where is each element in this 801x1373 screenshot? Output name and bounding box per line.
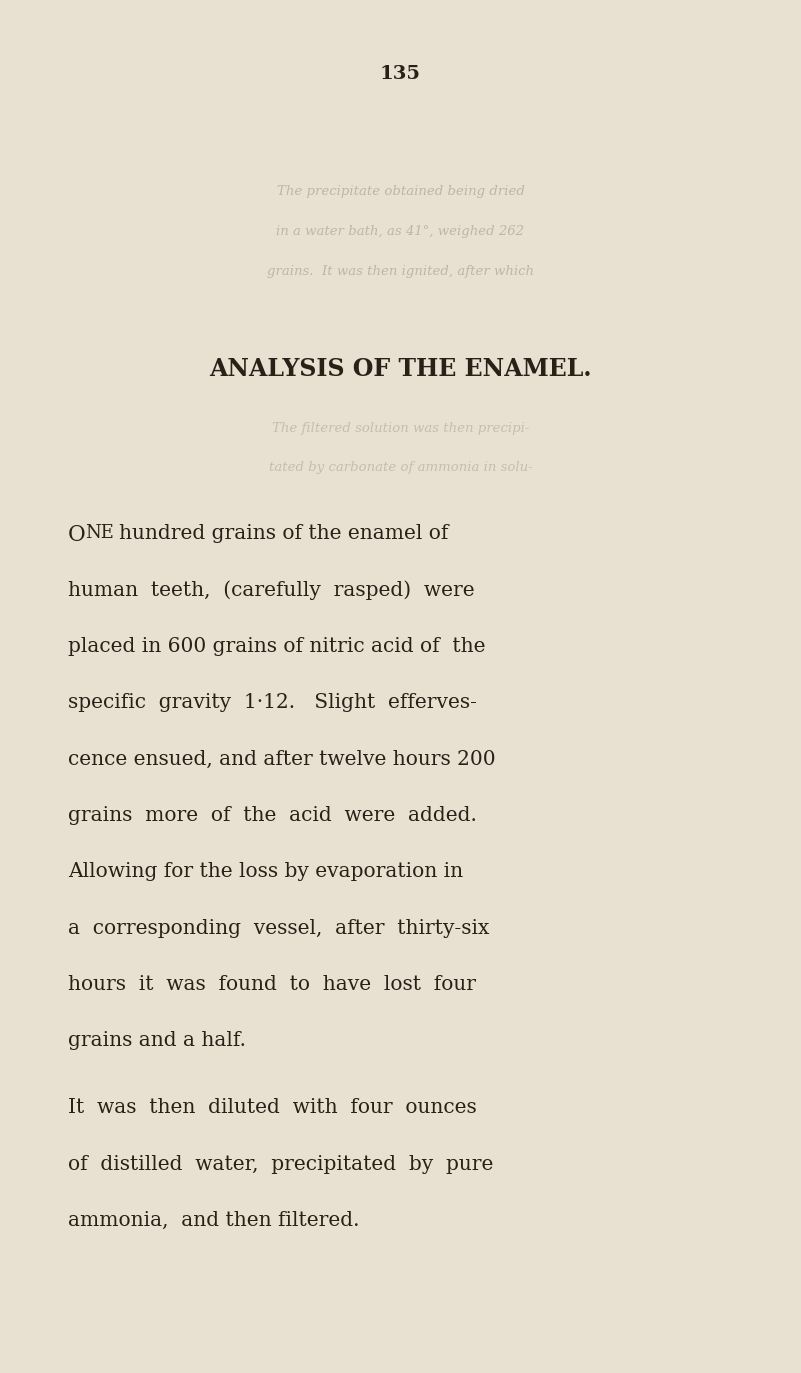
Text: tated by carbonate of ammonia in solu-: tated by carbonate of ammonia in solu-: [268, 461, 533, 474]
Text: of  distilled  water,  precipitated  by  pure: of distilled water, precipitated by pure: [68, 1155, 493, 1174]
Text: It  was  then  diluted  with  four  ounces: It was then diluted with four ounces: [68, 1098, 477, 1118]
Text: 135: 135: [380, 65, 421, 82]
Text: grains  more  of  the  acid  were  added.: grains more of the acid were added.: [68, 806, 477, 825]
Text: hundred grains of the enamel of: hundred grains of the enamel of: [119, 524, 448, 544]
Text: cence ensued, and after twelve hours 200: cence ensued, and after twelve hours 200: [68, 750, 496, 769]
Text: NE: NE: [85, 524, 114, 542]
Text: ammonia,  and then filtered.: ammonia, and then filtered.: [68, 1211, 360, 1230]
Text: ANALYSIS OF THE ENAMEL.: ANALYSIS OF THE ENAMEL.: [209, 357, 592, 380]
Text: grains and a half.: grains and a half.: [68, 1031, 246, 1050]
Text: specific  gravity  1·12.   Slight  efferves-: specific gravity 1·12. Slight efferves-: [68, 693, 477, 713]
Text: human  teeth,  (carefully  rasped)  were: human teeth, (carefully rasped) were: [68, 581, 475, 600]
Text: Allowing for the loss by evaporation in: Allowing for the loss by evaporation in: [68, 862, 463, 881]
Text: placed in 600 grains of nitric acid of  the: placed in 600 grains of nitric acid of t…: [68, 637, 485, 656]
Text: O: O: [68, 524, 86, 546]
Text: a  corresponding  vessel,  after  thirty-six: a corresponding vessel, after thirty-six: [68, 919, 489, 938]
Text: The filtered solution was then precipi-: The filtered solution was then precipi-: [272, 422, 529, 434]
Text: The precipitate obtained being dried: The precipitate obtained being dried: [276, 185, 525, 198]
Text: hours  it  was  found  to  have  lost  four: hours it was found to have lost four: [68, 975, 476, 994]
Text: in a water bath, as 41°, weighed 262: in a water bath, as 41°, weighed 262: [276, 225, 525, 238]
Text: grains.  It was then ignited, after which: grains. It was then ignited, after which: [267, 265, 534, 277]
